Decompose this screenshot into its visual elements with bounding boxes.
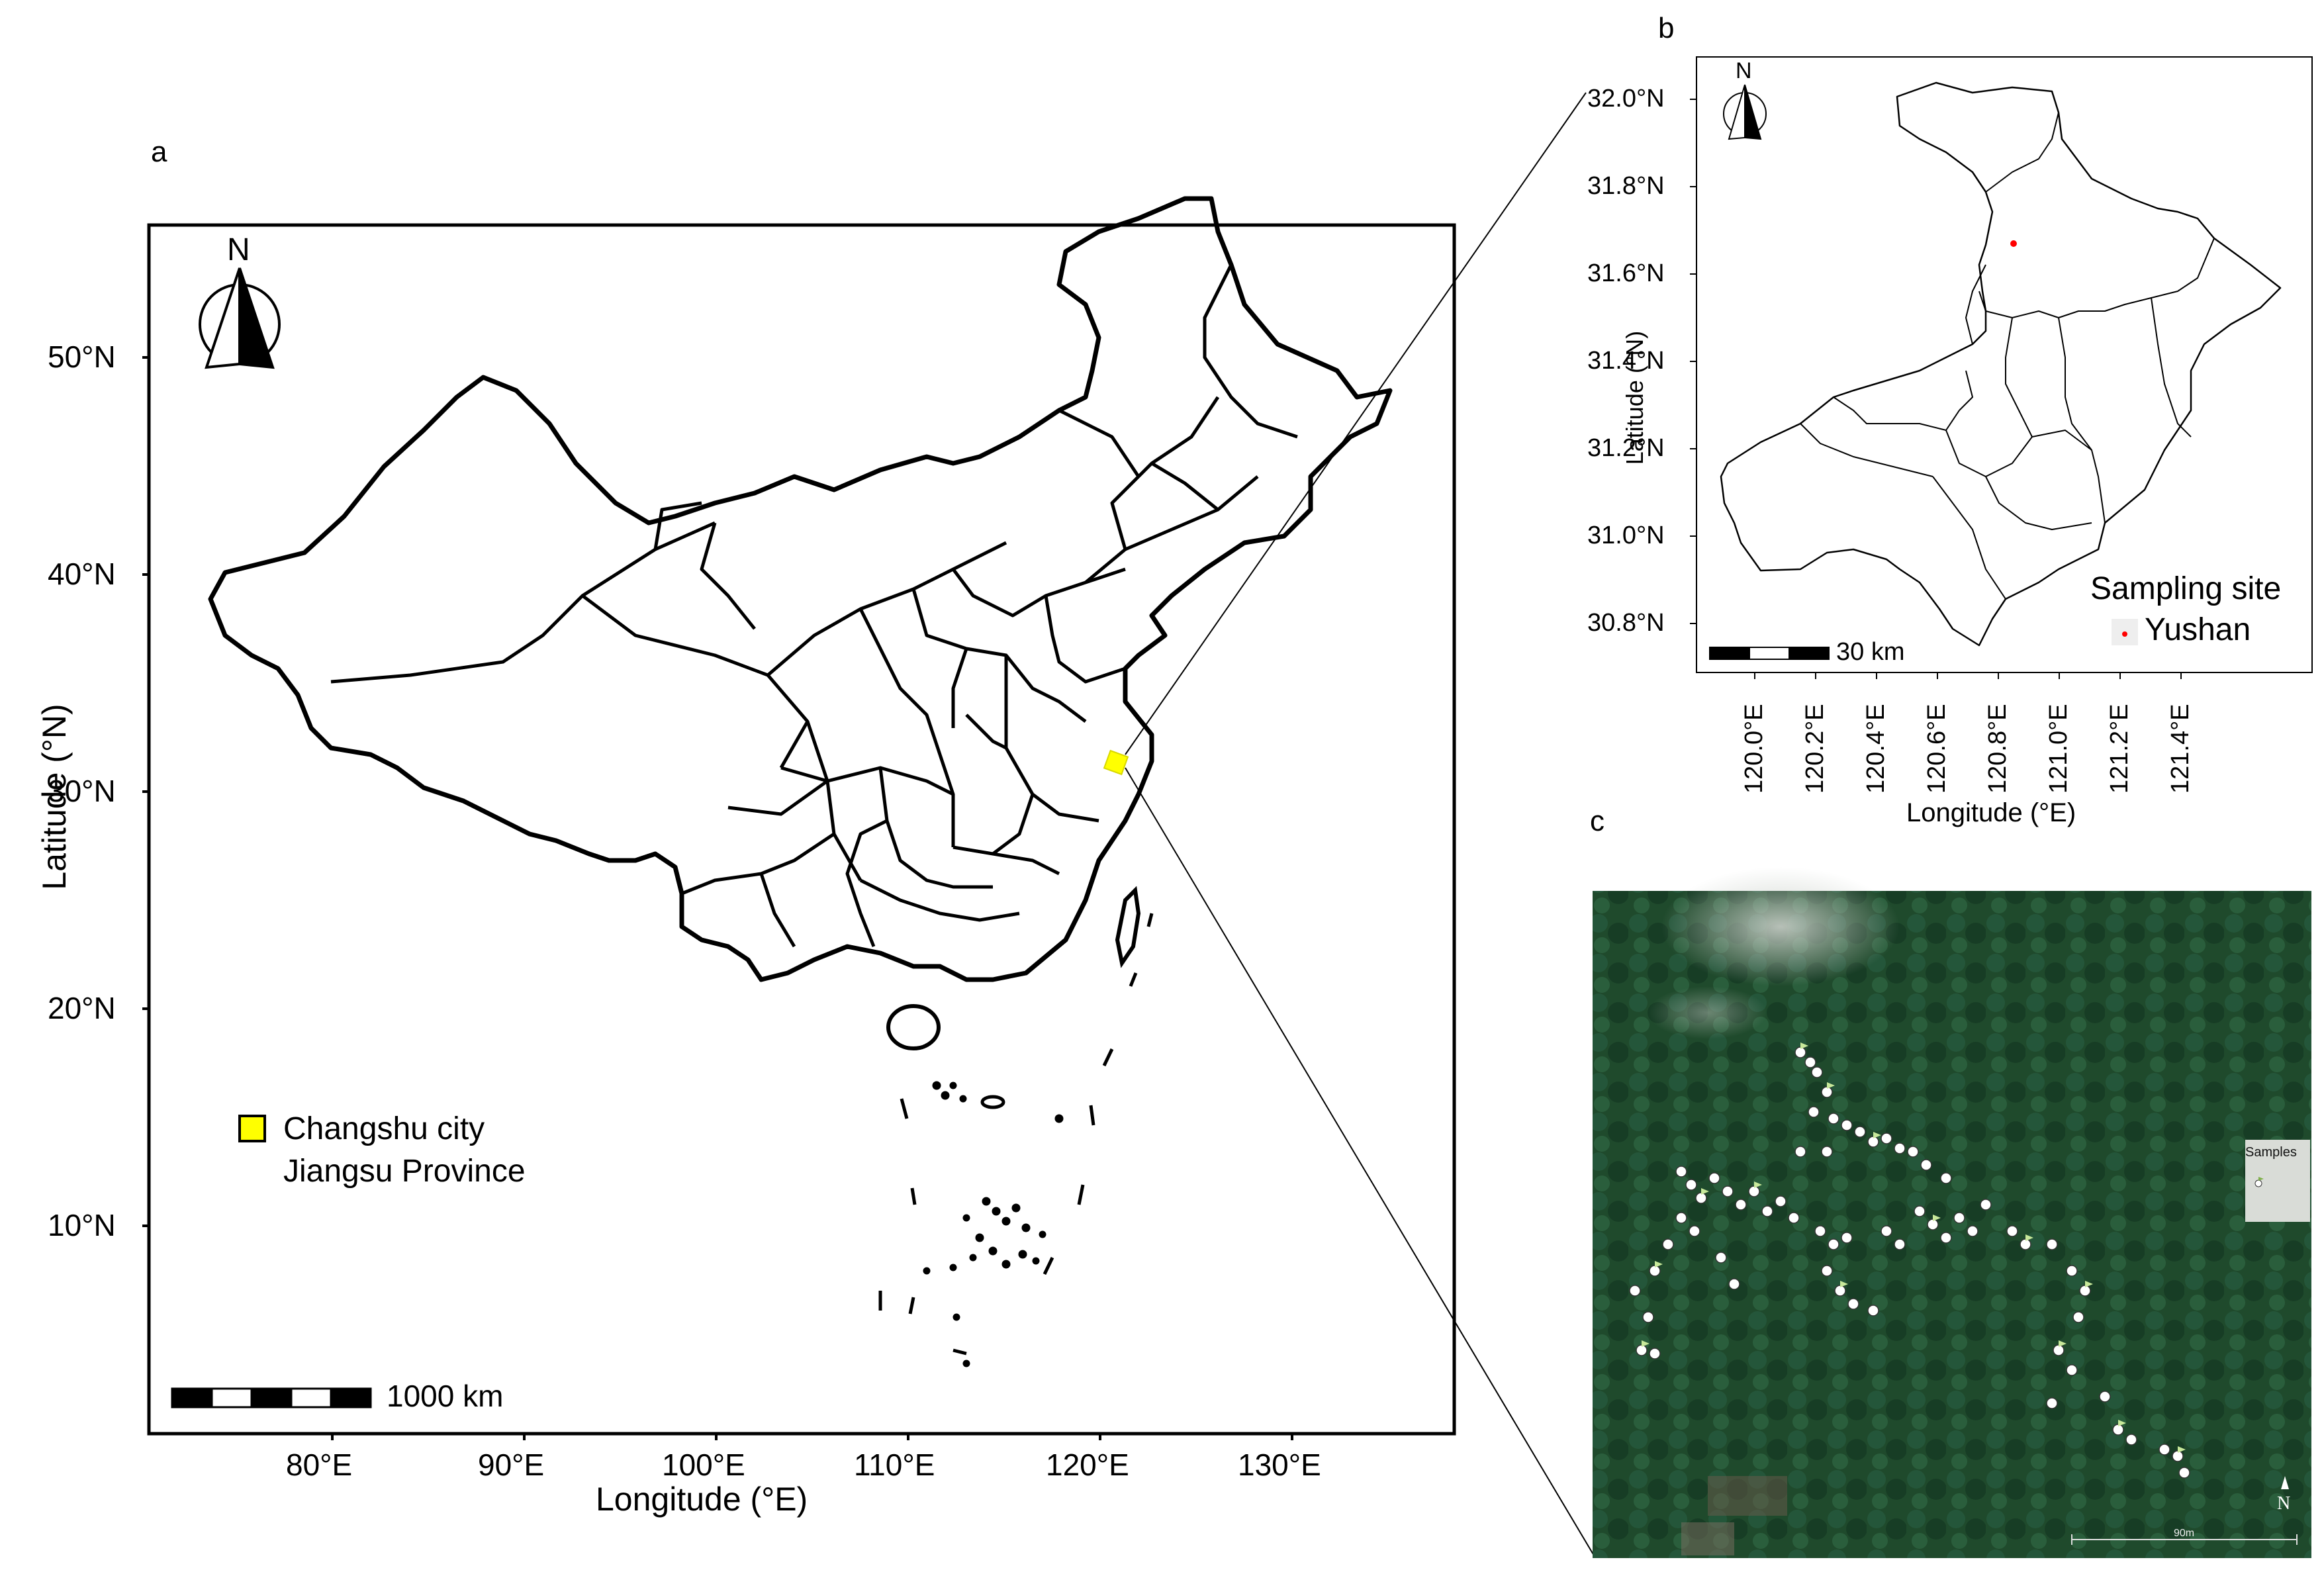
township-boundaries bbox=[1800, 112, 2215, 600]
cluster-right bbox=[2006, 1225, 2190, 1479]
north-label-a: N bbox=[227, 232, 250, 267]
lat-tick-50: 50°N bbox=[48, 340, 116, 374]
sampling-site-yushan bbox=[2010, 240, 2017, 247]
panel-b-ylabel: Latitude (°N) bbox=[1621, 330, 1648, 465]
b-lon-120-4: 120.4°E bbox=[1862, 704, 1890, 794]
north-arrow-b bbox=[1723, 84, 1767, 140]
panel-b-letter: b bbox=[1658, 12, 1675, 44]
legend-text-line2: Jiangsu Province bbox=[283, 1154, 526, 1189]
scale-label-c: 90m bbox=[2174, 1528, 2195, 1539]
legend-text-line1: Changshu city bbox=[283, 1111, 485, 1146]
panel-a-ticks bbox=[142, 356, 1293, 1440]
cluster-middle bbox=[1814, 1159, 1992, 1316]
b-lat-31-0: 31.0°N bbox=[1587, 522, 1665, 549]
lon-tick-100: 100°E bbox=[662, 1448, 745, 1482]
b-lat-31-8: 31.8°N bbox=[1587, 172, 1665, 200]
changshu-highlight bbox=[1103, 749, 1129, 776]
b-lon-120-0: 120.0°E bbox=[1740, 704, 1768, 794]
legend-item-b: Yushan bbox=[2145, 612, 2251, 647]
sample-markers bbox=[1629, 1046, 2190, 1479]
south-china-sea-islands bbox=[878, 913, 1154, 1367]
lon-tick-90: 90°E bbox=[478, 1448, 545, 1482]
cloud-haze bbox=[1661, 867, 1900, 986]
b-lon-121-2: 121.2°E bbox=[2106, 704, 2133, 794]
scale-label-a: 1000 km bbox=[387, 1379, 504, 1413]
lon-tick-120: 120°E bbox=[1046, 1448, 1129, 1482]
legend-swatch-changshu bbox=[238, 1115, 266, 1142]
lon-tick-110: 110°E bbox=[854, 1448, 935, 1482]
hainan-island bbox=[886, 1004, 941, 1050]
legend-title-b: Sampling site bbox=[2090, 571, 2282, 606]
north-arrow-c bbox=[2281, 1476, 2289, 1489]
scale-bar-b bbox=[1709, 647, 1830, 660]
samples-label: Samples bbox=[2245, 1145, 2297, 1160]
b-lat-31-4: 31.4°N bbox=[1587, 347, 1665, 375]
scale-label-b: 30 km bbox=[1836, 638, 1905, 666]
leader-line-lower bbox=[1125, 767, 1595, 1556]
north-label-b: N bbox=[1736, 58, 1752, 83]
province-boundaries bbox=[330, 263, 1298, 948]
lon-tick-80: 80°E bbox=[286, 1448, 353, 1482]
panel-a-letter: a bbox=[151, 136, 167, 168]
panel-c-letter: c bbox=[1590, 805, 1604, 837]
legend-key-yushan-bg bbox=[2112, 619, 2138, 645]
lat-tick-20: 20°N bbox=[48, 991, 116, 1025]
taiwan-island bbox=[1115, 886, 1141, 968]
china-outline bbox=[208, 196, 1393, 982]
b-lon-121-4: 121.4°E bbox=[2166, 704, 2194, 794]
changshu-outline bbox=[1720, 81, 2282, 647]
lat-tick-10: 10°N bbox=[48, 1208, 116, 1242]
b-lon-120-8: 120.8°E bbox=[1984, 704, 2012, 794]
b-lat-31-2: 31.2°N bbox=[1587, 434, 1665, 462]
leader-line-upper bbox=[1125, 92, 1587, 755]
b-lon-121-0: 121.0°E bbox=[2045, 704, 2072, 794]
panel-b-xlabel: Longitude (°E) bbox=[1906, 798, 2076, 827]
lon-tick-130: 130°E bbox=[1238, 1448, 1321, 1482]
b-lat-31-6: 31.6°N bbox=[1587, 259, 1665, 287]
scale-bar-a bbox=[171, 1387, 372, 1408]
north-arrow-a bbox=[199, 267, 281, 369]
b-lat-32-0: 32.0°N bbox=[1587, 85, 1665, 113]
sample-flags bbox=[1642, 1042, 2186, 1453]
lat-tick-30: 30°N bbox=[48, 774, 116, 808]
cluster-left bbox=[1629, 1166, 1800, 1360]
b-lon-120-2: 120.2°E bbox=[1801, 704, 1829, 794]
cluster-upper bbox=[1794, 1046, 1919, 1158]
lat-tick-40: 40°N bbox=[48, 557, 116, 591]
panel-a-xlabel: Longitude (°E) bbox=[596, 1481, 808, 1518]
b-lon-120-6: 120.6°E bbox=[1923, 704, 1951, 794]
panel-a-ylabel: Latitude (°N) bbox=[36, 704, 73, 890]
north-label-c: N bbox=[2277, 1493, 2291, 1514]
b-lat-30-8: 30.8°N bbox=[1587, 609, 1665, 637]
panel-a-frame bbox=[147, 223, 1456, 1436]
satellite-image bbox=[1593, 891, 2311, 1558]
legend-key-yushan bbox=[2122, 631, 2127, 637]
